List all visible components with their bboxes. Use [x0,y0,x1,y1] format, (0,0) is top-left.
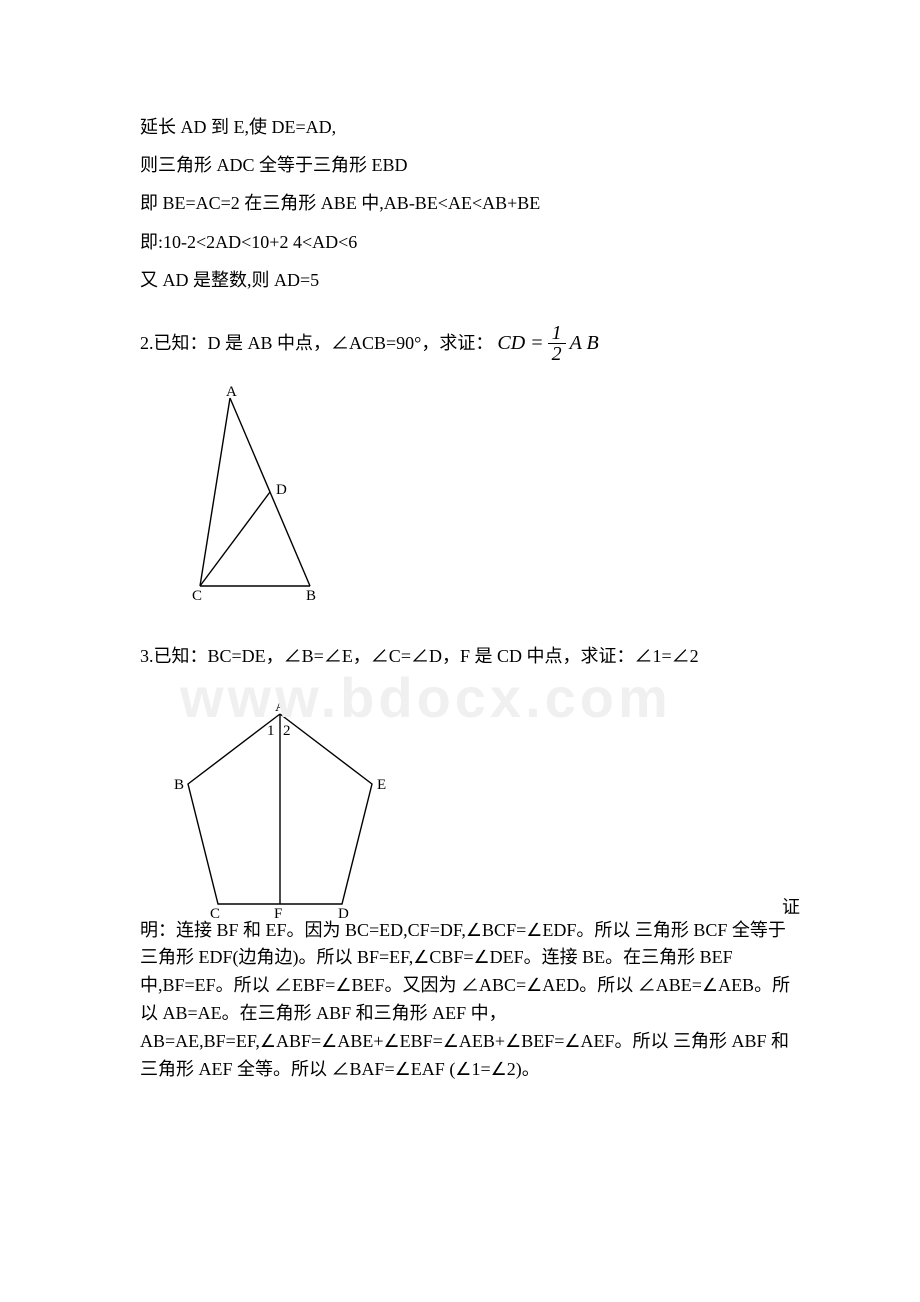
fraction: 1 2 [548,323,566,364]
figure-2-svg: A D C B [170,386,340,606]
question-3: 3.已知：BC=DE，∠B=∠E，∠C=∠D，F 是 CD 中点，求证：∠1=∠… [140,639,800,673]
fig3-label-a: A [275,699,286,715]
solution-line-2: 则三角形 ADC 全等于三角形 EBD [140,148,800,182]
fig3-label-b: B [174,777,184,793]
fraction-denominator: 2 [548,343,566,364]
fig3-label-1: 1 [267,723,275,739]
fig2-label-d: D [276,482,287,498]
formula-left: CD = [497,324,543,362]
solution-line-1: 延长 AD 到 E,使 DE=AD, [140,110,800,144]
question-2-formula: CD = 1 2 A B [497,323,598,364]
fig3-label-2: 2 [283,723,291,739]
formula-right: A B [570,324,599,362]
solution-line-5: 又 AD 是整数,则 AD=5 [140,263,800,297]
proof-body: 明：连接 BF 和 EF。因为 BC=ED,CF=DF,∠BCF=∠EDF。所以… [140,917,800,1084]
figure-3: A 1 2 B E C F D [170,699,390,930]
fig2-label-c: C [192,588,202,604]
figure-3-svg: A 1 2 B E C F D [170,699,390,919]
question-2-text: 2.已知：D 是 AB 中点，∠ACB=90°，求证： [140,326,493,360]
document-page: 延长 AD 到 E,使 DE=AD, 则三角形 ADC 全等于三角形 EBD 即… [0,0,920,1144]
question-2: 2.已知：D 是 AB 中点，∠ACB=90°，求证： CD = 1 2 A B [140,323,800,364]
fig3-label-e: E [377,777,386,793]
figure-3-row: A 1 2 B E C F D 证 [140,677,800,930]
fraction-numerator: 1 [548,323,566,343]
solution-line-4: 即:10-2<2AD<10+2 4<AD<6 [140,225,800,259]
fig2-label-b: B [306,588,316,604]
solution-line-3: 即 BE=AC=2 在三角形 ABE 中,AB-BE<AE<AB+BE [140,186,800,220]
fig2-label-a: A [226,386,237,400]
figure-2: A D C B [170,386,800,617]
